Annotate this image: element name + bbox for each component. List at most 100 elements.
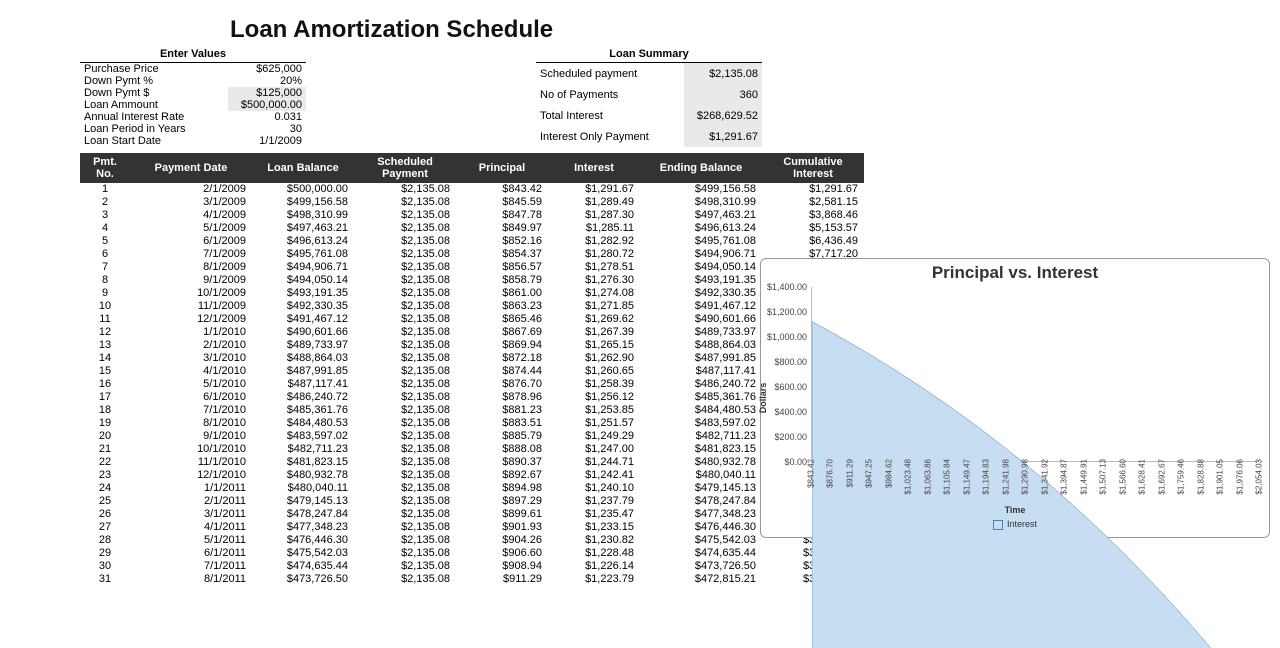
table-cell: 30 — [80, 560, 130, 573]
table-cell: 16 — [80, 378, 130, 391]
chart-title: Principal vs. Interest — [761, 263, 1269, 283]
table-cell: $481,823.15 — [252, 456, 354, 469]
kv-row: Total Interest$268,629.52 — [536, 105, 762, 126]
table-cell: 4/1/2010 — [130, 365, 252, 378]
table-cell: 6 — [80, 248, 130, 261]
table-cell: $497,463.21 — [640, 209, 762, 222]
table-cell: $897.29 — [456, 495, 548, 508]
table-cell: $878.96 — [456, 391, 548, 404]
table-cell: $1,291.67 — [762, 183, 864, 196]
table-cell: 27 — [80, 521, 130, 534]
kv-value: $2,135.08 — [684, 63, 762, 85]
table-cell: $486,240.72 — [252, 391, 354, 404]
table-cell: $1,230.82 — [548, 534, 640, 547]
chart-x-tick: $1,241.98 — [1001, 459, 1010, 495]
table-cell: 14 — [80, 352, 130, 365]
table-cell: $500,000.00 — [252, 183, 354, 196]
table-cell: $492,330.35 — [640, 287, 762, 300]
table-header-cell: Loan Balance — [252, 153, 354, 183]
table-row: 307/1/2011$474,635.44$2,135.08$908.94$1,… — [80, 560, 864, 573]
table-cell: $1,244.71 — [548, 456, 640, 469]
table-cell: 25 — [80, 495, 130, 508]
table-cell: $2,135.08 — [354, 222, 456, 235]
table-cell: 10/1/2010 — [130, 443, 252, 456]
chart-x-tick: $1,828.88 — [1196, 459, 1205, 495]
table-cell: $2,135.08 — [354, 430, 456, 443]
table-cell: $1,235.47 — [548, 508, 640, 521]
table-cell: $1,228.48 — [548, 547, 640, 560]
table-row: 296/1/2011$475,542.03$2,135.08$906.60$1,… — [80, 547, 864, 560]
legend-label: Interest — [1007, 519, 1037, 529]
kv-row: Interest Only Payment$1,291.67 — [536, 126, 762, 147]
table-cell: $1,256.12 — [548, 391, 640, 404]
chart-x-tick: $1,449.91 — [1079, 459, 1088, 495]
table-cell: $2,135.08 — [354, 456, 456, 469]
kv-label: Annual Interest Rate — [80, 111, 228, 123]
table-cell: $483,597.02 — [252, 430, 354, 443]
chart-y-tick: $0.00 — [784, 457, 807, 467]
table-cell: $499,156.58 — [640, 183, 762, 196]
table-cell: $2,135.08 — [354, 508, 456, 521]
table-cell: $2,135.08 — [354, 326, 456, 339]
table-cell: $2,135.08 — [354, 534, 456, 547]
kv-row: Purchase Price$625,000 — [80, 63, 306, 76]
table-cell: 24 — [80, 482, 130, 495]
kv-row: Loan Ammount$500,000.00 — [80, 99, 306, 111]
kv-label: Total Interest — [536, 105, 684, 126]
table-cell: $858.79 — [456, 274, 548, 287]
table-cell: 10/1/2009 — [130, 287, 252, 300]
table-row: 132/1/2010$489,733.97$2,135.08$869.94$1,… — [80, 339, 864, 352]
table-row: 45/1/2009$497,463.21$2,135.08$849.97$1,2… — [80, 222, 864, 235]
table-cell: $499,156.58 — [252, 196, 354, 209]
table-cell: $901.93 — [456, 521, 548, 534]
table-cell: 10 — [80, 300, 130, 313]
chart-x-tick: $1,566.60 — [1118, 459, 1127, 495]
chart-y-tick: $1,200.00 — [767, 307, 807, 317]
table-cell: 3 — [80, 209, 130, 222]
table-cell: $480,040.11 — [252, 482, 354, 495]
table-cell: $1,240.10 — [548, 482, 640, 495]
table-cell: $487,117.41 — [252, 378, 354, 391]
table-cell: $484,480.53 — [640, 404, 762, 417]
table-row: 910/1/2009$493,191.35$2,135.08$861.00$1,… — [80, 287, 864, 300]
table-cell: $498,310.99 — [640, 196, 762, 209]
table-cell: $2,135.08 — [354, 235, 456, 248]
table-cell: $2,135.08 — [354, 274, 456, 287]
table-cell: $2,135.08 — [354, 339, 456, 352]
table-cell: $490,601.66 — [252, 326, 354, 339]
kv-label: Loan Start Date — [80, 135, 228, 147]
table-cell: 5 — [80, 235, 130, 248]
table-cell: 3/1/2009 — [130, 196, 252, 209]
table-cell: $1,237.79 — [548, 495, 640, 508]
table-cell: $854.37 — [456, 248, 548, 261]
table-cell: 5/1/2009 — [130, 222, 252, 235]
table-cell: 2/1/2011 — [130, 495, 252, 508]
table-cell: $2,135.08 — [354, 313, 456, 326]
table-cell: $2,135.08 — [354, 209, 456, 222]
table-cell: $485,361.76 — [640, 391, 762, 404]
kv-value: $625,000 — [228, 63, 306, 76]
table-cell: $883.51 — [456, 417, 548, 430]
table-header-cell: Interest — [548, 153, 640, 183]
kv-value: 360 — [684, 84, 762, 105]
table-cell: $480,040.11 — [640, 469, 762, 482]
table-cell: 12/1/2010 — [130, 469, 252, 482]
table-cell: $494,906.71 — [640, 248, 762, 261]
table-cell: $847.78 — [456, 209, 548, 222]
table-cell: $2,135.08 — [354, 352, 456, 365]
chart-principal-vs-interest: Principal vs. Interest Dollars $0.00$200… — [760, 258, 1270, 538]
table-cell: $1,267.39 — [548, 326, 640, 339]
table-row: 67/1/2009$495,761.08$2,135.08$854.37$1,2… — [80, 248, 864, 261]
chart-x-tick: $1,507.13 — [1099, 459, 1108, 495]
table-cell: $474,635.44 — [640, 547, 762, 560]
table-cell: $863.23 — [456, 300, 548, 313]
chart-y-tick: $200.00 — [774, 432, 807, 442]
table-cell: $476,446.30 — [640, 521, 762, 534]
chart-y-tick: $600.00 — [774, 382, 807, 392]
table-cell: 2/1/2010 — [130, 339, 252, 352]
table-cell: $494,906.71 — [252, 261, 354, 274]
table-cell: 7/1/2010 — [130, 404, 252, 417]
table-cell: $478,247.84 — [640, 495, 762, 508]
table-cell: 3/1/2011 — [130, 508, 252, 521]
table-cell: $861.00 — [456, 287, 548, 300]
